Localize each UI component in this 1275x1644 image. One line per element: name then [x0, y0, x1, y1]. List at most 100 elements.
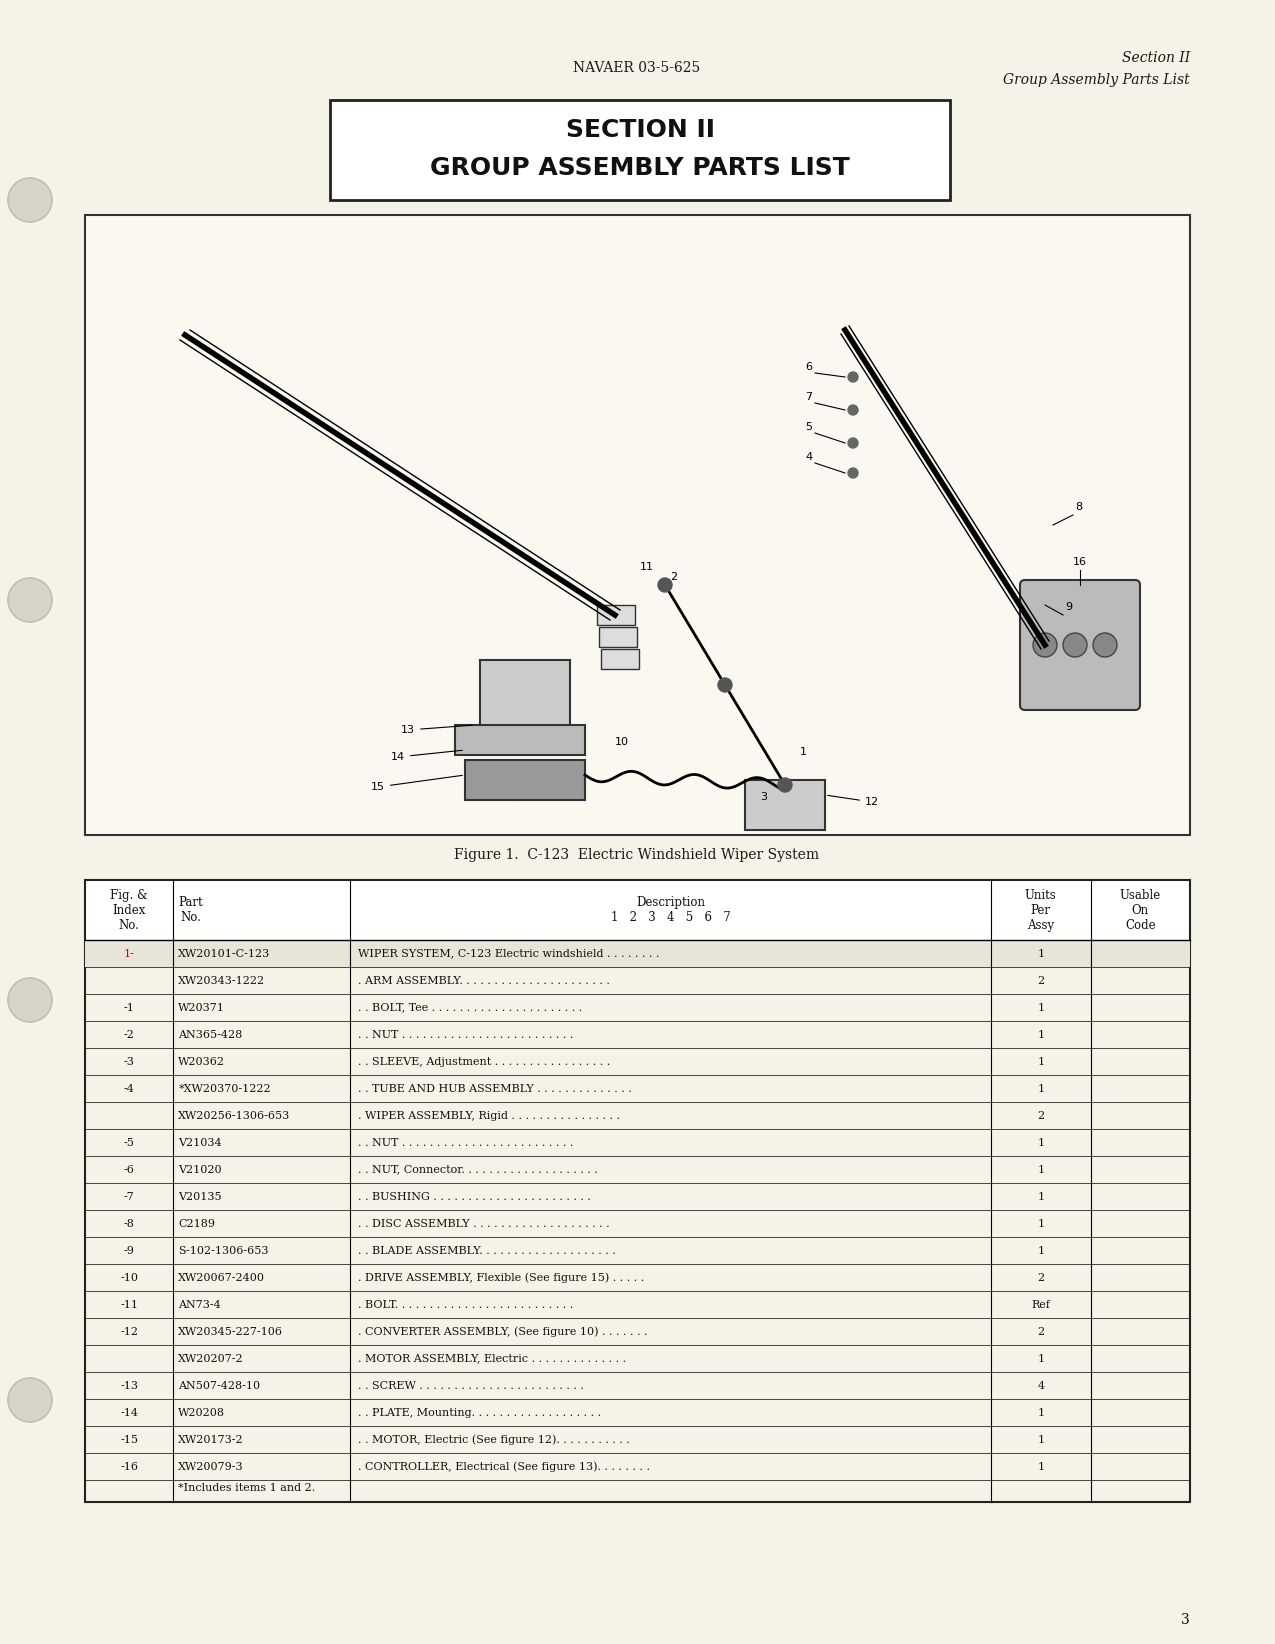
Text: 1: 1	[1038, 1083, 1044, 1093]
Text: 1: 1	[1038, 1003, 1044, 1013]
Text: . MOTOR ASSEMBLY, Electric . . . . . . . . . . . . . .: . MOTOR ASSEMBLY, Electric . . . . . . .…	[358, 1353, 626, 1363]
Circle shape	[718, 677, 732, 692]
Text: XW20173-2: XW20173-2	[179, 1435, 244, 1445]
Text: V20135: V20135	[179, 1192, 222, 1202]
Text: . DRIVE ASSEMBLY, Flexible (See figure 15) . . . . .: . DRIVE ASSEMBLY, Flexible (See figure 1…	[358, 1272, 644, 1282]
Text: 9: 9	[1065, 602, 1072, 612]
Text: 2: 2	[1038, 1110, 1044, 1121]
Bar	[85, 880, 1190, 1503]
Text: -8: -8	[124, 1218, 135, 1228]
Text: -12: -12	[120, 1327, 138, 1337]
Text: -10: -10	[120, 1272, 138, 1282]
Text: 11: 11	[640, 562, 654, 572]
Text: 14: 14	[391, 750, 463, 763]
Text: 7: 7	[805, 391, 812, 403]
Text: 3: 3	[760, 792, 768, 802]
Bar	[330, 100, 950, 201]
Text: Ref: Ref	[1031, 1299, 1051, 1310]
Text: . ARM ASSEMBLY. . . . . . . . . . . . . . . . . . . . . .: . ARM ASSEMBLY. . . . . . . . . . . . . …	[358, 975, 609, 985]
Text: 4: 4	[1038, 1381, 1044, 1391]
Text: 4: 4	[805, 452, 812, 462]
Text: AN73-4: AN73-4	[179, 1299, 221, 1310]
Circle shape	[1033, 633, 1057, 658]
Text: 13: 13	[402, 725, 472, 735]
Text: XW20345-227-106: XW20345-227-106	[179, 1327, 283, 1337]
Text: 1: 1	[799, 746, 807, 756]
Text: Figure 1.  C-123  Electric Windshield Wiper System: Figure 1. C-123 Electric Windshield Wipe…	[454, 848, 820, 861]
Text: -2: -2	[124, 1029, 135, 1039]
Text: . . BOLT, Tee . . . . . . . . . . . . . . . . . . . . . .: . . BOLT, Tee . . . . . . . . . . . . . …	[358, 1003, 583, 1013]
Circle shape	[778, 778, 792, 792]
Text: . WIPER ASSEMBLY, Rigid . . . . . . . . . . . . . . . .: . WIPER ASSEMBLY, Rigid . . . . . . . . …	[358, 1110, 620, 1121]
Text: Fig. &
Index
No.: Fig. & Index No.	[111, 888, 148, 932]
Bar	[455, 725, 585, 755]
Text: W20362: W20362	[179, 1057, 226, 1067]
Text: 1: 1	[1038, 1407, 1044, 1417]
Text: 1: 1	[1038, 1462, 1044, 1471]
Text: C2189: C2189	[179, 1218, 215, 1228]
Text: 1: 1	[1038, 1138, 1044, 1148]
Text: 1: 1	[1038, 949, 1044, 958]
Text: -9: -9	[124, 1246, 135, 1256]
Text: -13: -13	[120, 1381, 138, 1391]
Text: 3: 3	[1181, 1613, 1190, 1628]
Text: -1: -1	[124, 1003, 135, 1013]
Text: Group Assembly Parts List: Group Assembly Parts List	[1003, 72, 1190, 87]
Text: . . DISC ASSEMBLY . . . . . . . . . . . . . . . . . . . .: . . DISC ASSEMBLY . . . . . . . . . . . …	[358, 1218, 609, 1228]
Circle shape	[848, 404, 858, 414]
Circle shape	[8, 978, 52, 1023]
Text: XW20067-2400: XW20067-2400	[179, 1272, 265, 1282]
Text: . . NUT . . . . . . . . . . . . . . . . . . . . . . . . .: . . NUT . . . . . . . . . . . . . . . . …	[358, 1138, 574, 1148]
Text: . . NUT, Connector. . . . . . . . . . . . . . . . . . . .: . . NUT, Connector. . . . . . . . . . . …	[358, 1164, 598, 1174]
Bar	[745, 779, 825, 830]
Text: AN365-428: AN365-428	[179, 1029, 242, 1039]
Text: 2: 2	[1038, 1272, 1044, 1282]
Text: . CONTROLLER, Electrical (See figure 13). . . . . . . .: . CONTROLLER, Electrical (See figure 13)…	[358, 1462, 650, 1471]
Text: -6: -6	[124, 1164, 135, 1174]
Ellipse shape	[476, 760, 555, 801]
Text: GROUP ASSEMBLY PARTS LIST: GROUP ASSEMBLY PARTS LIST	[430, 156, 850, 179]
Circle shape	[658, 579, 672, 592]
Circle shape	[848, 437, 858, 449]
Text: 1: 1	[1038, 1164, 1044, 1174]
Text: -11: -11	[120, 1299, 138, 1310]
Text: 5: 5	[805, 423, 812, 432]
Text: Part
No.: Part No.	[179, 896, 203, 924]
Bar	[599, 626, 638, 648]
Text: 1: 1	[1038, 1218, 1044, 1228]
Text: Description
1   2   3   4   5   6   7: Description 1 2 3 4 5 6 7	[611, 896, 731, 924]
Circle shape	[1093, 633, 1117, 658]
Bar	[85, 940, 1190, 967]
Bar	[465, 760, 585, 801]
Text: AN507-428-10: AN507-428-10	[179, 1381, 260, 1391]
Text: 10: 10	[615, 737, 629, 746]
Text: 1: 1	[1038, 1029, 1044, 1039]
Text: 1: 1	[1038, 1246, 1044, 1256]
Text: . CONVERTER ASSEMBLY, (See figure 10) . . . . . . .: . CONVERTER ASSEMBLY, (See figure 10) . …	[358, 1327, 648, 1337]
Text: V21034: V21034	[179, 1138, 222, 1148]
Text: 1: 1	[1038, 1435, 1044, 1445]
Text: -14: -14	[120, 1407, 138, 1417]
Text: V21020: V21020	[179, 1164, 222, 1174]
Text: *Includes items 1 and 2.: *Includes items 1 and 2.	[179, 1483, 316, 1493]
Text: S-102-1306-653: S-102-1306-653	[179, 1246, 269, 1256]
Text: 6: 6	[805, 362, 812, 372]
Circle shape	[848, 372, 858, 381]
Bar	[85, 215, 1190, 835]
Text: 1: 1	[1038, 1353, 1044, 1363]
Text: 1: 1	[1038, 1057, 1044, 1067]
Text: W20208: W20208	[179, 1407, 226, 1417]
Bar	[85, 880, 1190, 940]
Text: Units
Per
Assy: Units Per Assy	[1025, 888, 1057, 932]
Circle shape	[8, 579, 52, 621]
Text: 2: 2	[669, 572, 677, 582]
Text: Section II: Section II	[1122, 51, 1190, 66]
Text: XW20343-1222: XW20343-1222	[179, 975, 265, 985]
Text: . BOLT. . . . . . . . . . . . . . . . . . . . . . . . . .: . BOLT. . . . . . . . . . . . . . . . . …	[358, 1299, 574, 1310]
Text: XW20101-C-123: XW20101-C-123	[179, 949, 270, 958]
Text: 2: 2	[1038, 1327, 1044, 1337]
Text: NAVAER 03-5-625: NAVAER 03-5-625	[574, 61, 701, 76]
Text: . . SCREW . . . . . . . . . . . . . . . . . . . . . . . .: . . SCREW . . . . . . . . . . . . . . . …	[358, 1381, 584, 1391]
Text: XW20207-2: XW20207-2	[179, 1353, 244, 1363]
Text: 12: 12	[827, 796, 880, 807]
